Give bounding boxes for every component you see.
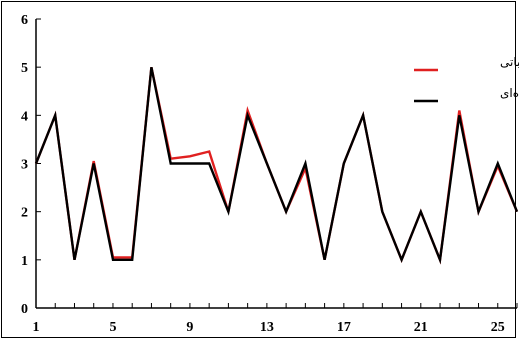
series-line-2 xyxy=(34,66,519,265)
y-tick-label: 2 xyxy=(21,206,28,221)
chart-axes xyxy=(35,19,517,309)
x-tick-label: 9 xyxy=(186,320,193,335)
y-tick-label: 4 xyxy=(21,109,28,124)
legend-label: مشاهده‌ای xyxy=(500,86,519,100)
x-tick-label: 13 xyxy=(260,320,274,335)
x-axis-ticks: 1 5 9 13 17 21 25 xyxy=(33,303,518,335)
chart-legend: محاسباتی مشاهده‌ای xyxy=(414,55,519,103)
y-tick-label: 0 xyxy=(21,302,28,317)
x-tick-label: 1 xyxy=(33,320,40,335)
x-tick-label: 25 xyxy=(491,320,505,335)
legend-label: محاسباتی xyxy=(500,55,519,69)
x-tick-label: 17 xyxy=(337,320,351,335)
x-tick-label: 21 xyxy=(414,320,428,335)
y-tick-label: 1 xyxy=(21,254,28,269)
chart-series xyxy=(34,66,519,265)
y-tick-label: 6 xyxy=(21,13,28,28)
y-tick-label: 5 xyxy=(21,61,28,76)
y-tick-label: 3 xyxy=(21,158,28,173)
y-axis-ticks: 0 1 2 3 4 5 6 xyxy=(21,13,41,317)
x-tick-label: 5 xyxy=(109,320,116,335)
